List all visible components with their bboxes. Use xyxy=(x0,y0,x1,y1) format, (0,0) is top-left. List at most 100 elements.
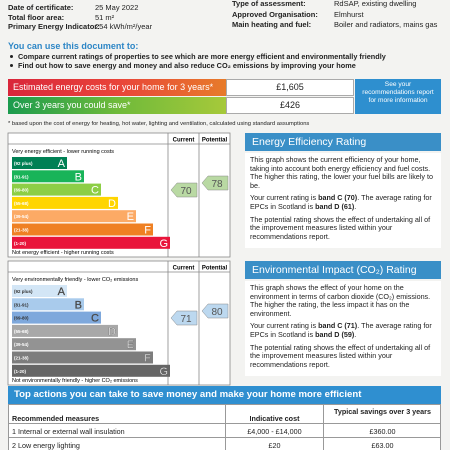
rating-value: 70 xyxy=(180,186,192,197)
text: This graph shows the effect of your home… xyxy=(250,283,431,318)
band-letter: D xyxy=(108,198,116,210)
text: Your current rating is xyxy=(250,321,319,331)
scale-top-text: Very environmentally friendly - lower CO… xyxy=(12,277,138,283)
band-range: (21-38) xyxy=(14,356,29,361)
rating-arrow xyxy=(170,182,198,198)
rating-band xyxy=(12,223,153,236)
band-letter: B xyxy=(75,299,82,311)
rating-band xyxy=(12,183,101,196)
panel-title: Energy Efficiency Rating xyxy=(252,136,367,148)
scale-bottom-text: Not energy efficient - higher running co… xyxy=(12,250,114,256)
band-range: (81-91) xyxy=(14,174,29,179)
rating-value: 71 xyxy=(180,314,192,325)
rating-value: 78 xyxy=(211,179,223,190)
rating-band xyxy=(12,364,170,377)
bullet-text: Find out how to save energy and money an… xyxy=(18,61,356,70)
rating-band xyxy=(12,324,118,337)
rating-band xyxy=(12,311,101,324)
scale-top-text: Very energy efficient - lower running co… xyxy=(12,149,114,155)
cost-value-cell xyxy=(226,79,354,96)
section-heading: You can use this document to: xyxy=(8,41,139,51)
column-header: Potential xyxy=(202,266,228,272)
detail-label: Main heating and fuel: xyxy=(232,20,312,29)
panel-paragraph: The potential rating shows the effect of… xyxy=(250,342,436,370)
band-letter: C xyxy=(91,185,99,197)
cost-label: Over 3 years you could save* xyxy=(13,100,131,110)
band-letter: D xyxy=(108,326,116,338)
highlight: band D (61) xyxy=(315,201,355,211)
column-header: Current xyxy=(173,266,195,272)
actions-title-bar xyxy=(8,386,441,404)
panel-paragraph: This graph shows the effect of your home… xyxy=(250,283,436,318)
table-cell: 2 Low energy lighting xyxy=(12,441,80,450)
highlight: band C (70) xyxy=(318,193,358,203)
table-divider xyxy=(8,437,441,438)
band-range: (1-20) xyxy=(14,369,27,374)
text: . xyxy=(354,201,357,211)
text: The potential rating shows the effect of… xyxy=(250,214,431,241)
detail-value: Boiler and radiators, mains gas xyxy=(334,20,438,29)
actions-table xyxy=(8,404,441,450)
table-divider xyxy=(323,404,324,450)
scale-bottom-text: Not environmentally friendly - higher CO… xyxy=(12,378,138,384)
text: The potential rating shows the effect of… xyxy=(250,342,431,369)
band-letter: A xyxy=(58,158,66,170)
band-range: (81-91) xyxy=(14,302,29,307)
band-letter: F xyxy=(144,353,151,365)
cost-value: £1,605 xyxy=(276,82,304,92)
detail-label: Approved Organisation: xyxy=(232,10,318,19)
detail-value: Elmhurst xyxy=(334,10,364,19)
rating-band xyxy=(12,285,67,297)
panel-body: This graph shows the current efficiency … xyxy=(245,153,441,249)
detail-label: Type of assessment: xyxy=(232,0,306,8)
band-letter: B xyxy=(75,171,82,183)
panel-title-bar xyxy=(245,133,441,151)
cost-value: £426 xyxy=(279,100,301,110)
band-range: (92 plus) xyxy=(14,289,33,294)
table-divider xyxy=(8,423,441,424)
panel-title-bar xyxy=(245,261,441,279)
column-header: Current xyxy=(173,138,195,144)
detail-label: Total floor area: xyxy=(8,13,65,22)
detail-label: Primary Energy Indicator: xyxy=(8,22,100,31)
rating-arrow xyxy=(170,310,198,326)
detail-value: 25 May 2022 xyxy=(95,3,139,12)
band-range: (39-54) xyxy=(14,214,29,219)
bullet-dot xyxy=(10,64,13,67)
rating-band xyxy=(12,157,67,169)
table-cell: £20 xyxy=(268,441,281,450)
rating-arrow xyxy=(201,175,229,191)
table-cell: £63.00 xyxy=(371,441,394,450)
highlight: band D (59) xyxy=(315,329,355,339)
rating-band xyxy=(12,170,84,183)
band-letter: E xyxy=(127,339,134,351)
table-cell: £360.00 xyxy=(369,427,396,436)
rating-arrow xyxy=(201,303,229,319)
table-header: Recommended measures xyxy=(12,414,100,423)
detail-value: 254 kWh/m²/year xyxy=(95,22,153,31)
band-range: (92 plus) xyxy=(14,161,33,166)
panel-paragraph: Your current rating is band C (71). The … xyxy=(250,322,436,339)
text: Your current rating is xyxy=(250,193,319,203)
panel-paragraph: Your current rating is band C (70). The … xyxy=(250,194,436,211)
bullet-text: Compare current ratings of properties to… xyxy=(18,52,386,61)
rating-band xyxy=(12,298,84,311)
text: . xyxy=(354,329,357,339)
cost-row-band xyxy=(8,97,226,114)
band-letter: G xyxy=(159,238,168,250)
band-letter: C xyxy=(91,313,99,325)
band-letter: E xyxy=(127,211,134,223)
detail-label: Date of certificate: xyxy=(8,3,74,12)
band-range: (69-80) xyxy=(14,316,29,321)
detail-value: RdSAP, existing dwelling xyxy=(334,0,417,8)
bullet-dot xyxy=(10,55,13,58)
highlight: band C (71) xyxy=(318,321,358,331)
band-range: (55-68) xyxy=(14,201,29,206)
detail-value: 51 m² xyxy=(95,13,115,22)
band-range: (39-54) xyxy=(14,342,29,347)
band-range: (55-68) xyxy=(14,329,29,334)
rating-band xyxy=(12,196,118,209)
rating-band xyxy=(12,210,136,223)
cost-row-band xyxy=(8,79,226,96)
